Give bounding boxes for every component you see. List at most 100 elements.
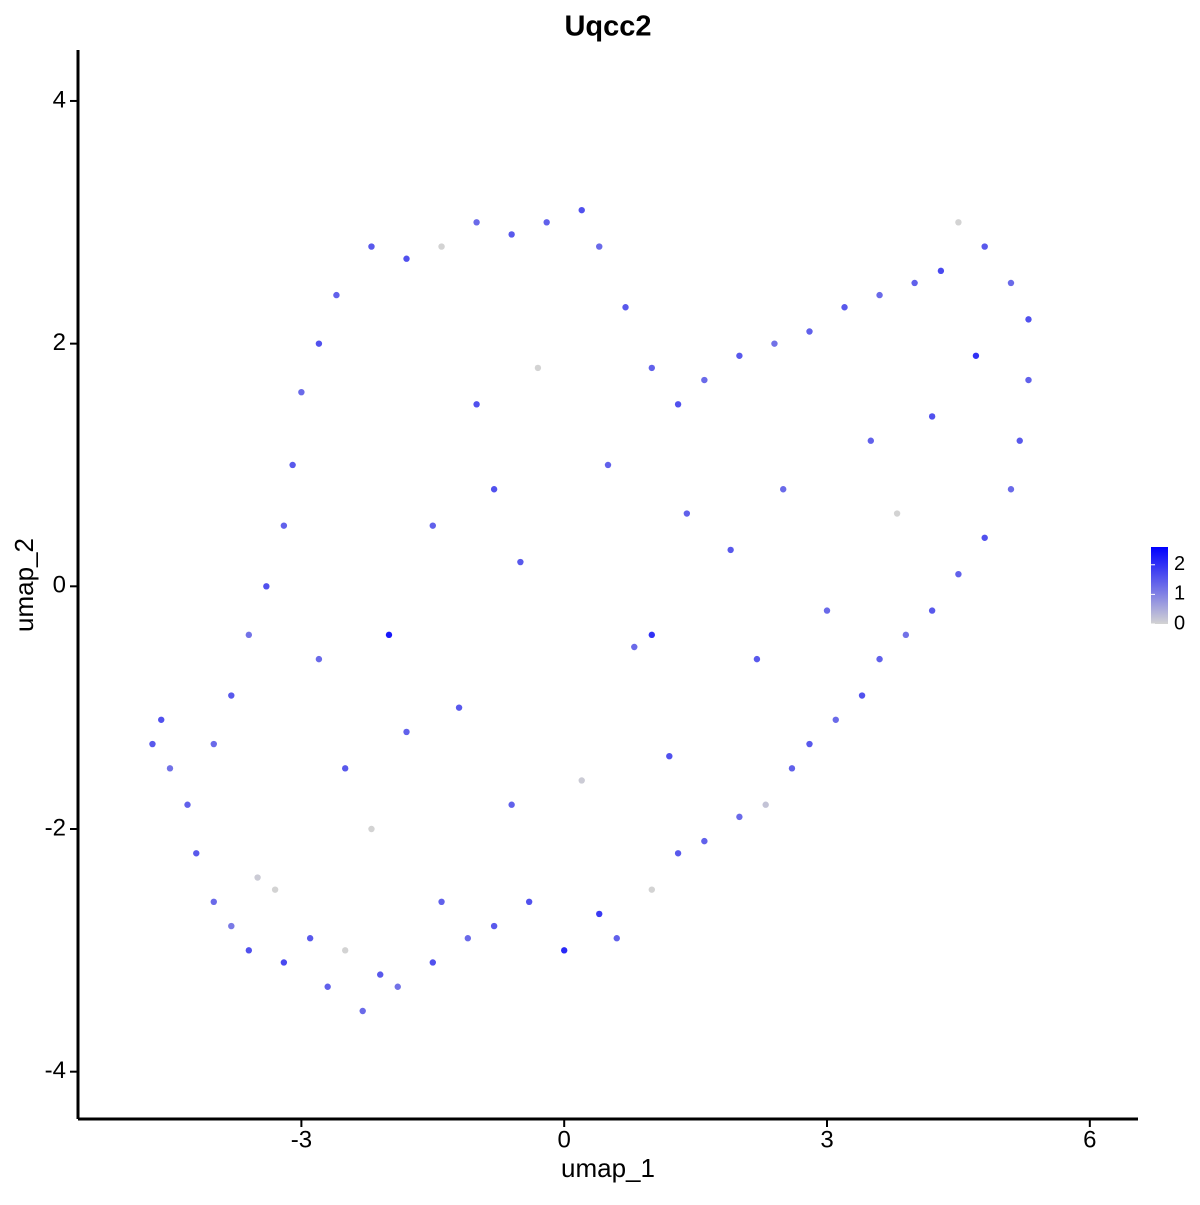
point bbox=[473, 219, 480, 226]
point bbox=[648, 364, 656, 372]
point bbox=[1007, 279, 1015, 287]
colorbar-tick-label: 2 bbox=[1174, 553, 1185, 575]
point bbox=[490, 486, 498, 493]
point bbox=[341, 765, 349, 772]
point bbox=[858, 692, 866, 699]
point bbox=[928, 413, 936, 420]
point bbox=[455, 704, 463, 711]
x-tick-label: -3 bbox=[291, 1126, 312, 1153]
point bbox=[832, 716, 839, 723]
point bbox=[1016, 437, 1023, 444]
point bbox=[508, 801, 515, 808]
point bbox=[193, 850, 200, 857]
point bbox=[464, 935, 472, 942]
x-tick-label: 3 bbox=[820, 1126, 833, 1153]
point bbox=[228, 922, 235, 930]
point bbox=[1025, 376, 1032, 384]
point bbox=[972, 352, 980, 359]
x-tick-label: 0 bbox=[558, 1126, 571, 1153]
point bbox=[166, 765, 174, 772]
point bbox=[876, 291, 883, 299]
y-tick-label: 4 bbox=[53, 86, 66, 113]
point bbox=[228, 692, 235, 699]
point bbox=[508, 231, 515, 238]
point bbox=[473, 401, 480, 408]
point bbox=[245, 947, 253, 954]
point bbox=[631, 643, 638, 651]
point bbox=[780, 486, 787, 493]
point bbox=[788, 765, 796, 772]
point bbox=[1007, 486, 1015, 493]
point bbox=[674, 401, 682, 408]
point bbox=[981, 243, 988, 250]
point bbox=[158, 716, 165, 723]
y-tick-label: 2 bbox=[53, 329, 66, 356]
point bbox=[604, 461, 612, 469]
x-axis-label: umap_1 bbox=[561, 1153, 655, 1183]
point bbox=[762, 801, 769, 808]
point bbox=[666, 752, 673, 760]
y-tick-label: -2 bbox=[45, 814, 66, 841]
point bbox=[955, 219, 962, 226]
point bbox=[385, 631, 393, 639]
point bbox=[753, 655, 761, 663]
point bbox=[560, 947, 568, 954]
point bbox=[280, 959, 288, 966]
point bbox=[893, 510, 901, 517]
point bbox=[596, 910, 603, 918]
y-axis-label: umap_2 bbox=[9, 538, 39, 632]
point bbox=[298, 388, 305, 396]
point bbox=[184, 801, 191, 808]
point bbox=[701, 837, 708, 845]
point bbox=[403, 255, 410, 262]
x-tick-label: 6 bbox=[1083, 1126, 1096, 1153]
point bbox=[333, 291, 340, 299]
point bbox=[280, 522, 288, 529]
point bbox=[525, 898, 533, 906]
point bbox=[210, 740, 217, 748]
point bbox=[394, 983, 401, 990]
point bbox=[149, 740, 156, 748]
point bbox=[955, 570, 962, 578]
point bbox=[823, 607, 831, 614]
point bbox=[543, 219, 550, 226]
point bbox=[245, 631, 253, 639]
point bbox=[937, 267, 945, 275]
point bbox=[683, 510, 691, 517]
point bbox=[341, 947, 349, 954]
point bbox=[368, 825, 375, 833]
point bbox=[727, 546, 734, 554]
point bbox=[674, 850, 682, 857]
colorbar-tick-label: 1 bbox=[1174, 583, 1185, 605]
point bbox=[596, 243, 603, 250]
point bbox=[403, 728, 410, 736]
point bbox=[806, 328, 813, 335]
colorbar-tick-label: 0 bbox=[1174, 612, 1185, 634]
point bbox=[1025, 316, 1032, 323]
point bbox=[438, 243, 445, 250]
point bbox=[490, 922, 498, 930]
point bbox=[613, 935, 620, 942]
point bbox=[438, 898, 445, 906]
point bbox=[429, 522, 436, 529]
point bbox=[736, 813, 743, 821]
point bbox=[263, 583, 270, 590]
point bbox=[771, 340, 778, 347]
point bbox=[928, 607, 936, 614]
point bbox=[254, 874, 261, 881]
point bbox=[517, 558, 524, 566]
point bbox=[315, 340, 323, 347]
point bbox=[429, 959, 436, 966]
point bbox=[271, 886, 279, 893]
point bbox=[806, 740, 813, 748]
point bbox=[622, 304, 629, 311]
point bbox=[736, 352, 743, 359]
point bbox=[648, 886, 656, 893]
point bbox=[534, 364, 542, 372]
point bbox=[867, 437, 875, 444]
point bbox=[289, 461, 296, 469]
point bbox=[324, 983, 331, 990]
point bbox=[578, 777, 585, 784]
point bbox=[306, 935, 314, 942]
